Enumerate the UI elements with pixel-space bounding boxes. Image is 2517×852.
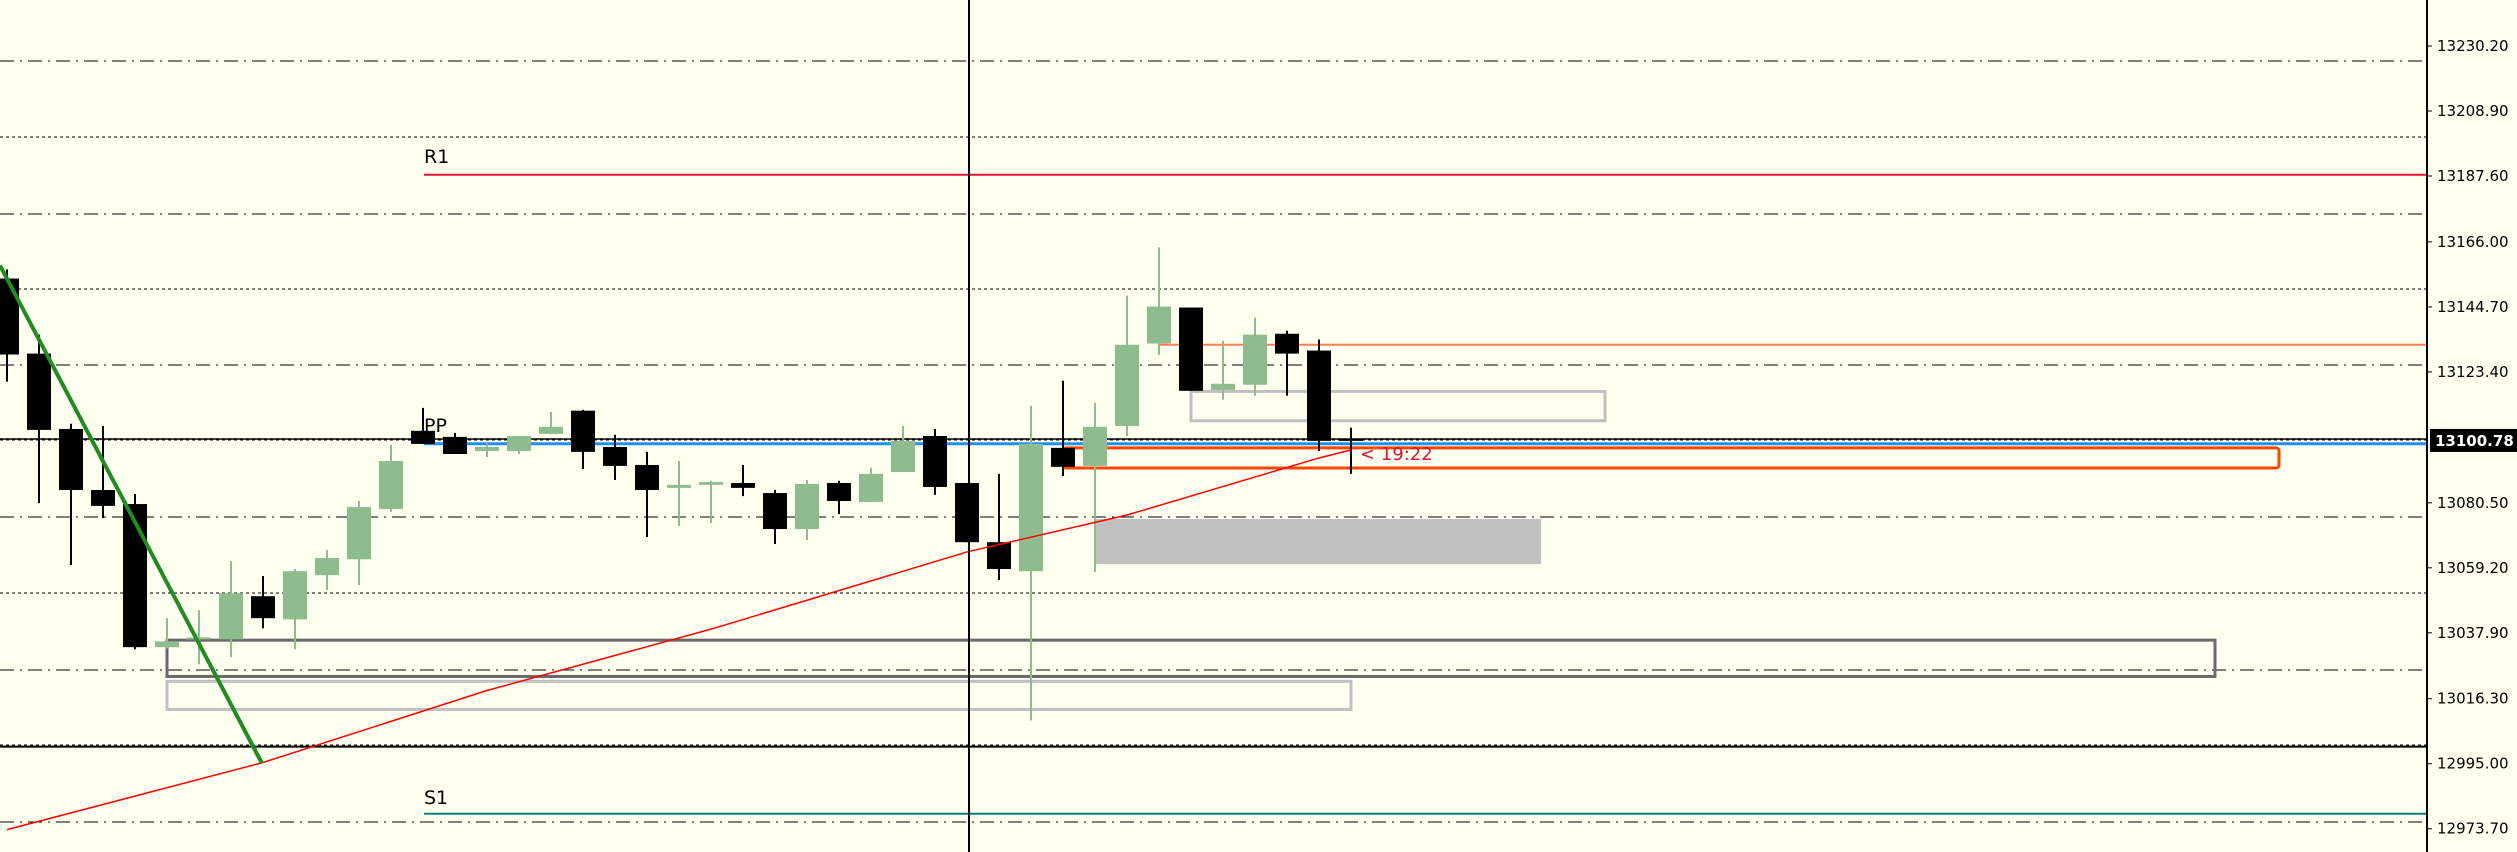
axis-tick-label: 13016.30 (2437, 690, 2509, 708)
overlays (0, 264, 1352, 831)
current-price-label: 13100.78 (2435, 432, 2514, 450)
bear-candle (827, 482, 851, 501)
zone-lower-gray (165, 679, 1353, 711)
bar-timer: < 19:22 (1360, 444, 1433, 465)
bull-candle (859, 473, 883, 502)
axis-tick-label: 13208.90 (2437, 102, 2509, 120)
bull-candle (507, 435, 531, 451)
bear-candle (731, 482, 755, 488)
bear-candle (59, 428, 83, 491)
bear-candle (1179, 307, 1203, 391)
bull-candle (219, 593, 243, 640)
bear-candle (763, 493, 787, 530)
bull-candle (891, 440, 915, 473)
bear-candle (571, 410, 595, 452)
axis-tick-label: 13144.70 (2437, 298, 2509, 316)
current-price-tag (2430, 428, 2517, 452)
moving-average-line (6, 449, 1352, 831)
zone-gray-fill (1096, 518, 1541, 565)
bear-candle (1307, 350, 1331, 441)
bear-candle (955, 482, 979, 543)
pp-label: PP (424, 415, 447, 437)
bear-candle (1339, 438, 1363, 441)
price-axis[interactable]: 13230.20 13208.90 13187.60 13166.00 13144.70… (2426, 0, 2517, 852)
bull-candle (155, 641, 179, 648)
bull-candle (347, 507, 371, 560)
bull-candle (475, 446, 499, 451)
axis-tick-label: 12973.70 (2437, 820, 2509, 838)
bull-candle (1147, 306, 1171, 344)
axis-tick-label: 13080.50 (2437, 494, 2509, 512)
bull-candle (315, 558, 339, 576)
bear-candle (0, 278, 19, 355)
bull-candle (1083, 426, 1107, 466)
bull-candle (1243, 334, 1267, 385)
pivot-levels (0, 173, 2427, 815)
bear-candle (91, 490, 115, 506)
bull-candle (539, 426, 563, 434)
zone-upper-gray (1189, 389, 1607, 423)
bear-candle (123, 504, 147, 648)
axis-tick-label: 12995.00 (2437, 755, 2509, 773)
bull-candle (667, 484, 691, 488)
s1-label: S1 (424, 787, 448, 809)
bull-candle (283, 571, 307, 620)
bear-candle (603, 446, 627, 466)
bear-candle (251, 596, 275, 619)
axis-tick-label: 13187.60 (2437, 167, 2509, 185)
bull-candle (379, 461, 403, 509)
axis-tick-label: 13059.20 (2437, 559, 2509, 577)
r1-label: R1 (424, 146, 449, 168)
zone-dark (165, 638, 2217, 678)
axis-tick-label: 13037.90 (2437, 624, 2509, 642)
bull-candle (1019, 443, 1043, 572)
bull-candle (795, 483, 819, 530)
trend-line (0, 264, 264, 765)
bull-candle (1211, 383, 1235, 390)
axis-tick-label: 13123.40 (2437, 363, 2509, 381)
bear-candle (443, 436, 467, 454)
axis-tick-label: 13230.20 (2437, 37, 2509, 55)
bear-candle (411, 430, 435, 444)
bear-candle (923, 435, 947, 487)
candles (0, 247, 1363, 721)
grid-lines (0, 60, 2427, 823)
bear-candle (27, 353, 51, 430)
bull-candle (187, 637, 211, 640)
price-axis-background (2427, 0, 2517, 852)
bull-candle (699, 482, 723, 485)
bull-candle (1115, 344, 1139, 426)
bear-candle (635, 464, 659, 491)
bear-candle (1275, 333, 1299, 354)
bear-candle (1051, 447, 1075, 467)
axis-tick-label: 13166.00 (2437, 233, 2509, 251)
